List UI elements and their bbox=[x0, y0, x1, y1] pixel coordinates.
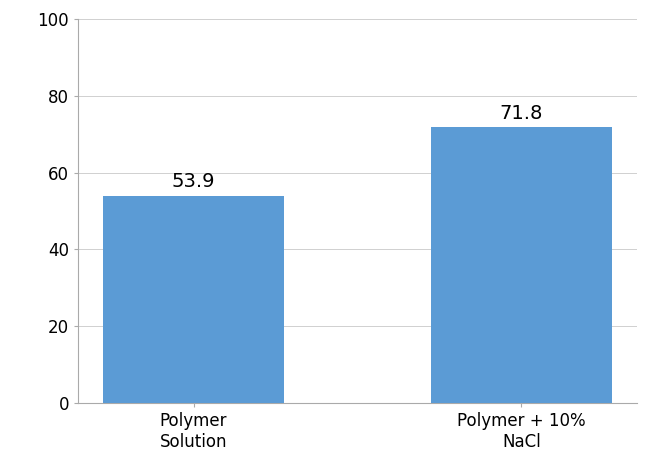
Bar bbox=[103, 196, 284, 403]
Text: 71.8: 71.8 bbox=[500, 104, 543, 123]
Bar bbox=[431, 127, 612, 403]
Text: 53.9: 53.9 bbox=[172, 173, 215, 191]
